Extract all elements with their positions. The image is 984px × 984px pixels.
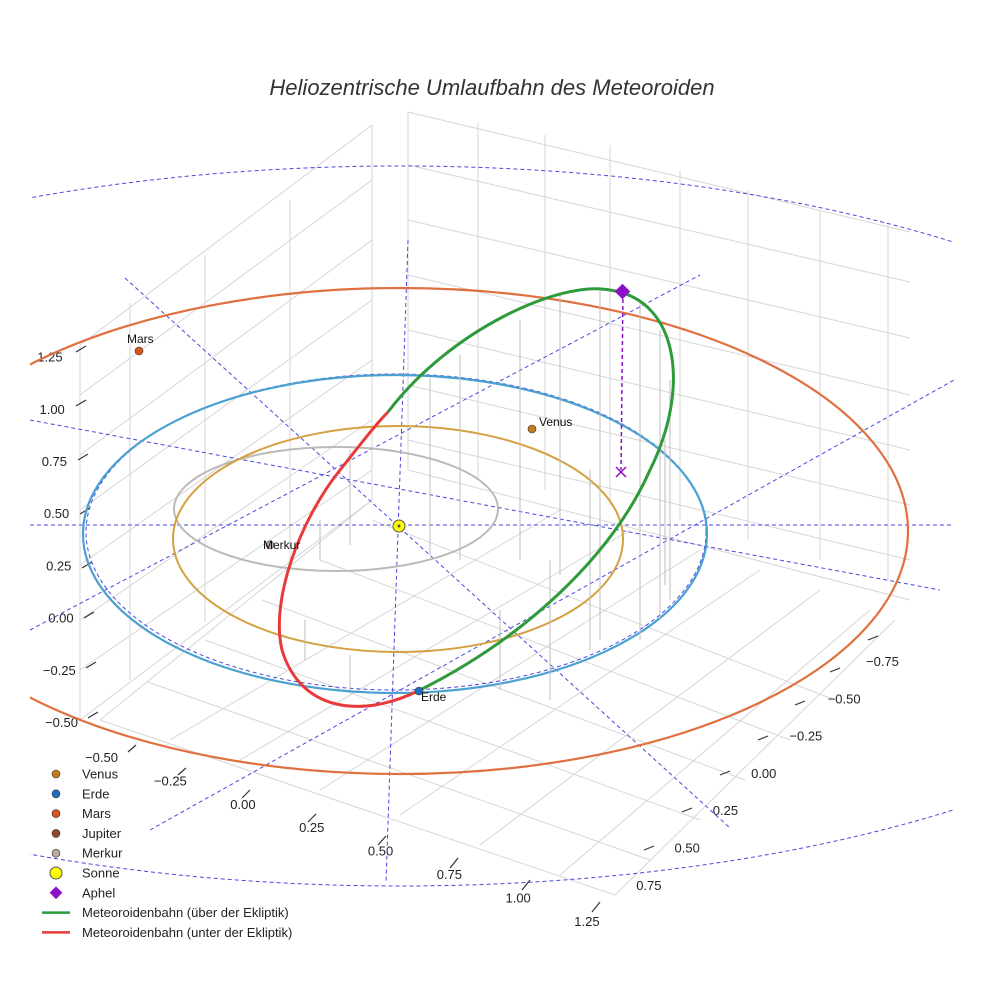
y-tick-label: −0.25 (789, 729, 822, 744)
aphel-projection-line (620, 291, 624, 471)
mars-orbit (30, 286, 909, 776)
y-tick-label: −0.50 (828, 691, 861, 706)
axis-grid (79, 111, 911, 896)
label-mars: Mars (127, 332, 154, 346)
venus-orbit (172, 425, 624, 653)
legend-label: Merkur (82, 846, 123, 861)
z-tick-label: 1.25 (37, 350, 62, 365)
y-tick-label: 0.75 (636, 878, 661, 893)
x-tick-label: 1.00 (505, 890, 530, 905)
legend-item: Erde (51, 786, 109, 801)
z-tick-label: 0.50 (44, 506, 69, 521)
z-axis-ticks: −0.50 −0.25 0.00 0.25 0.50 0.75 1.00 1.25 (37, 350, 78, 730)
legend-item: Mars (51, 806, 111, 821)
y-axis-ticks: −0.75 −0.50 −0.25 0.00 0.25 0.50 0.75 (636, 654, 899, 893)
z-tick-label: −0.50 (45, 715, 78, 730)
aphel-projection-marker (615, 466, 627, 478)
label-erde: Erde (421, 690, 447, 704)
legend-label: Aphel (82, 885, 115, 900)
z-tick-label: −0.25 (43, 663, 76, 678)
legend-marker (51, 789, 61, 799)
y-tick-label: −0.75 (866, 654, 899, 669)
axis-tick-marks (75, 345, 879, 913)
erde-orbit (81, 373, 709, 695)
x-tick-label: 0.25 (299, 820, 324, 835)
legend-item: Venus (51, 767, 119, 782)
legend-label: Venus (82, 767, 119, 782)
x-tick-label: 0.50 (368, 844, 393, 859)
legend-item: Aphel (49, 885, 115, 900)
legend-label: Mars (82, 806, 111, 821)
erde-marker (414, 686, 424, 696)
merkur-marker (265, 540, 275, 550)
x-tick-label: 0.00 (230, 797, 255, 812)
legend-marker (49, 886, 63, 900)
z-tick-label: 0.00 (48, 611, 73, 626)
sonne-center (397, 524, 401, 528)
legend-item: Sonne (49, 866, 120, 881)
mars-marker (134, 346, 144, 356)
y-tick-label: 0.50 (675, 841, 700, 856)
legend-item: Meteoroidenbahn (über der Ekliptik) (42, 905, 289, 920)
label-venus: Venus (539, 415, 572, 429)
legend-label: Meteoroidenbahn (unter der Ekliptik) (82, 925, 292, 940)
z-tick-label: 0.25 (46, 558, 71, 573)
legend-label: Meteoroidenbahn (über der Ekliptik) (82, 905, 289, 920)
venus-marker (527, 424, 537, 434)
x-tick-label: −0.50 (85, 750, 118, 765)
legend-item: Meteoroidenbahn (unter der Ekliptik) (42, 925, 292, 940)
merkur-orbit (173, 446, 499, 572)
x-tick-label: −0.25 (154, 773, 187, 788)
x-tick-label: 1.25 (574, 914, 599, 929)
aphel-marker (614, 283, 631, 300)
legend-label: Sonne (82, 866, 120, 881)
legend: Venus Erde Mars Jupiter Merkur Sonne Aphel Mete… (42, 767, 292, 940)
meteoroid-orbit-below (277, 410, 421, 708)
legend-marker (51, 769, 61, 779)
x-axis-ticks: −0.50 −0.25 0.00 0.25 0.50 0.75 1.00 1.25 (85, 750, 600, 929)
y-tick-label: 0.00 (751, 766, 776, 781)
meteoroid-orbit-above (386, 287, 675, 692)
legend-item: Merkur (51, 846, 123, 861)
legend-marker (49, 866, 63, 880)
legend-label: Jupiter (82, 826, 122, 841)
legend-marker (51, 809, 61, 818)
z-tick-label: 1.00 (39, 402, 64, 417)
x-tick-label: 0.75 (437, 867, 462, 882)
y-tick-label: 0.25 (713, 803, 738, 818)
z-tick-label: 0.75 (42, 454, 67, 469)
legend-item: Jupiter (51, 826, 122, 841)
legend-label: Erde (82, 786, 109, 801)
meteoroid-drop-lines (304, 290, 671, 700)
label-merkur: Merkur (263, 538, 300, 552)
legend-marker (51, 848, 61, 858)
legend-marker (51, 829, 61, 838)
chart-title: Heliozentrische Umlaufbahn des Meteoroid… (269, 75, 714, 100)
